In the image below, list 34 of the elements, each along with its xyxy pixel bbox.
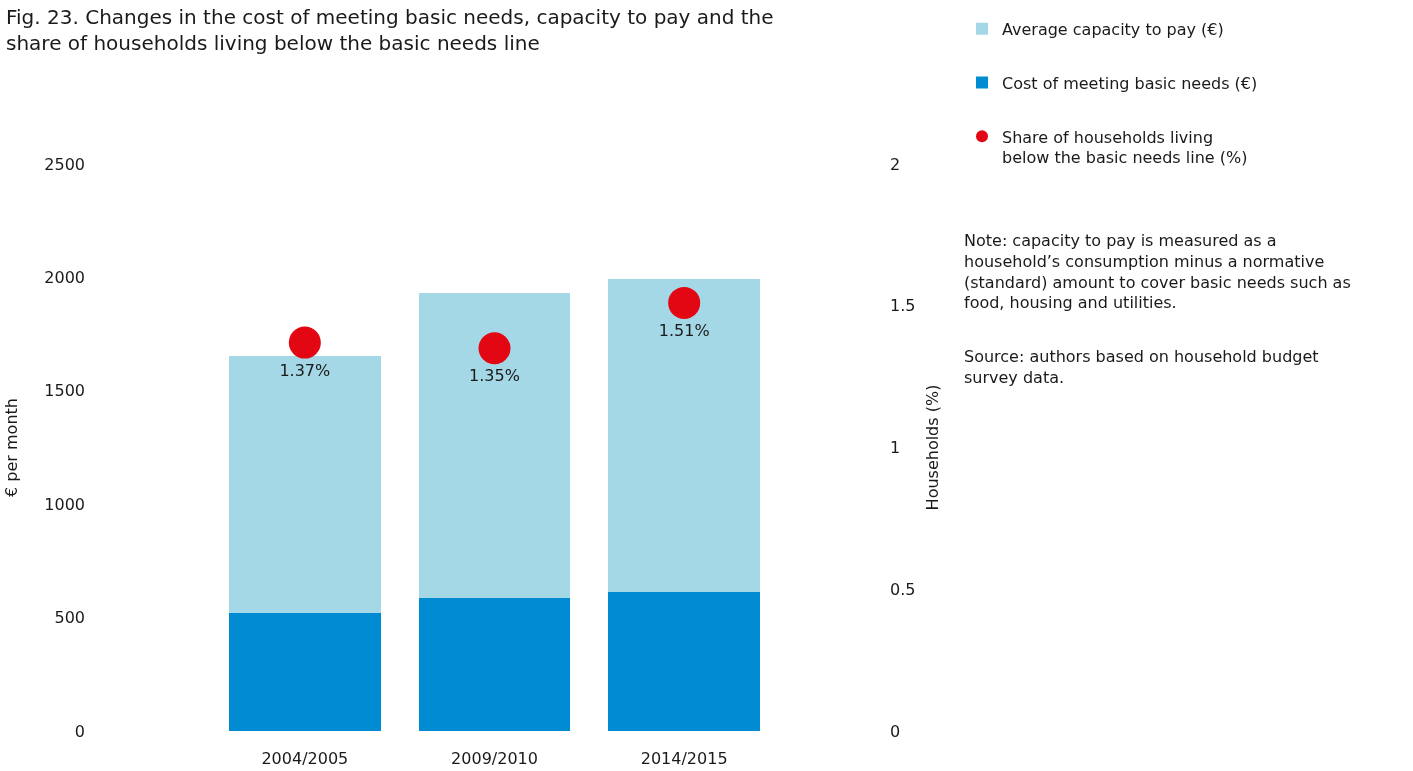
y2-tick-label: 1	[890, 438, 901, 458]
source-note: Source: authors based on household budget survey data.	[964, 347, 1319, 387]
data-label: 1.51%	[658, 320, 710, 340]
y-tick-label: 2000	[44, 268, 85, 287]
text: Note: capacity to pay is measured as a household’s consumption minus a normative (standard) amount to cover basic needs such as food, housing and utilities.	[964, 231, 1351, 313]
y2-axis-title: Households (%)	[923, 384, 943, 511]
x-tick-label: 2014/2015	[640, 749, 728, 768]
chart-title: Fig. 23. Changes in the cost of meeting basic needs, capacity to pay and the share of households living below the basic needs line	[6, 5, 774, 55]
y-tick-label: 500	[54, 608, 85, 628]
y-tick-label: 2500	[44, 154, 85, 174]
point	[288, 326, 321, 359]
bar	[418, 293, 571, 599]
point	[478, 332, 511, 365]
data-label: 1.37%	[279, 360, 331, 380]
bar	[608, 278, 761, 592]
y-axis-title: € per month	[2, 398, 22, 497]
legend-label: Cost of meeting basic needs (€)	[1002, 73, 1258, 93]
y2-tick-label: 1.5	[890, 296, 916, 316]
bar	[418, 598, 571, 731]
point	[668, 286, 701, 319]
bar	[228, 613, 381, 731]
legend-label: Average capacity to pay (€)	[1002, 19, 1224, 39]
y-tick-label: 0	[74, 721, 85, 741]
y2-tick-label: 0.5	[890, 579, 916, 599]
y2-tick-label: 0	[890, 721, 901, 741]
y-tick-label: 1500	[44, 381, 85, 401]
bar	[608, 591, 761, 731]
bar	[228, 355, 381, 614]
x-tick-label: 2009/2010	[451, 749, 538, 768]
y2-tick-label: 2	[890, 154, 901, 174]
legend-label: Share of households living below the basic needs line (%)	[1002, 127, 1248, 168]
data-label: 1.35%	[469, 366, 520, 386]
y-tick-label: 1000	[44, 494, 85, 514]
x-tick-label: 2004/2005	[261, 749, 349, 768]
